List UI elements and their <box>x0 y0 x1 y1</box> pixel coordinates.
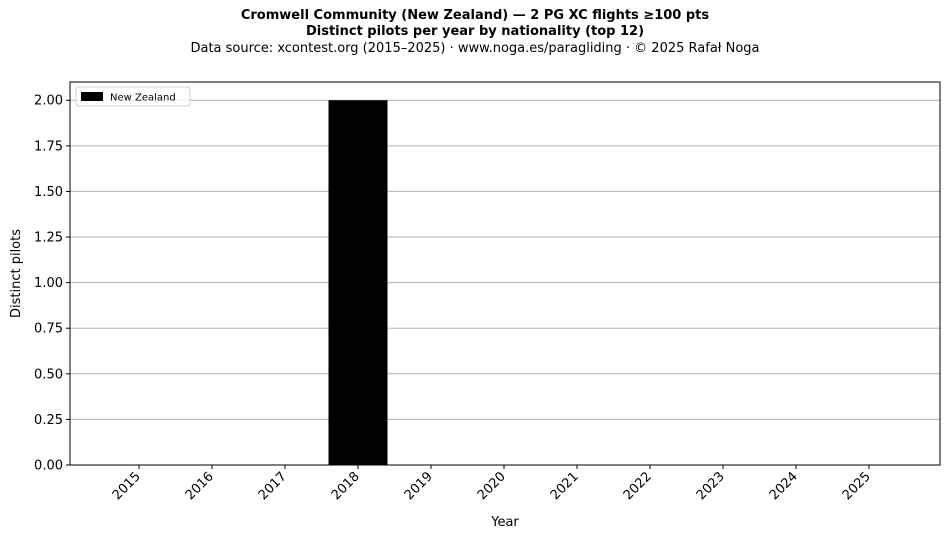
bars <box>328 100 388 465</box>
y-tick-label: 0.00 <box>34 459 63 474</box>
x-tick-label: 2019 <box>402 469 436 503</box>
x-tick-label: 2018 <box>329 469 363 503</box>
bar-2018 <box>328 100 388 465</box>
x-tick-label: 2021 <box>548 469 582 503</box>
x-tick-label: 2015 <box>110 469 144 503</box>
x-tick-label: 2024 <box>767 469 801 503</box>
x-tick-label: 2023 <box>694 469 728 503</box>
x-axis-label: Year <box>490 515 519 530</box>
y-gridlines <box>70 99 940 420</box>
chart-title-block: Cromwell Community (New Zealand) — 2 PG … <box>0 8 950 57</box>
y-tick-label: 0.25 <box>34 413 63 428</box>
x-tick-label: 2022 <box>621 469 655 503</box>
x-axis: 2015 2016 2017 2018 2019 2020 2021 2022 2023 2024… <box>110 465 874 503</box>
y-tick-label: 1.25 <box>34 231 63 246</box>
y-axis: 0.00 0.25 0.50 0.75 1.00 1.25 1.50 1.75 2.00 <box>34 94 70 474</box>
y-tick-label: 1.50 <box>34 185 63 200</box>
legend-label: New Zealand <box>110 93 176 104</box>
x-tick-label: 2016 <box>183 469 217 503</box>
plot-frame <box>69 81 941 466</box>
y-tick-label: 1.75 <box>34 139 63 154</box>
chart-title: Cromwell Community (New Zealand) — 2 PG … <box>240 8 710 23</box>
legend: New Zealand <box>75 86 191 107</box>
y-tick-label: 0.75 <box>34 322 63 337</box>
x-tick-label: 2017 <box>256 469 290 503</box>
data-source-note: Data source: xcontest.org (2015–2025) · … <box>190 41 760 56</box>
y-tick-label: 2.00 <box>34 94 63 109</box>
y-tick-label: 1.00 <box>34 276 63 291</box>
y-tick-label: 0.50 <box>34 367 63 382</box>
x-tick-label: 2020 <box>475 469 509 503</box>
x-tick-label: 2025 <box>840 469 874 503</box>
chart-subtitle: Distinct pilots per year by nationality … <box>305 24 645 39</box>
legend-box <box>75 86 191 107</box>
y-axis-label: Distinct pilots <box>9 229 24 318</box>
legend-swatch <box>81 92 103 101</box>
